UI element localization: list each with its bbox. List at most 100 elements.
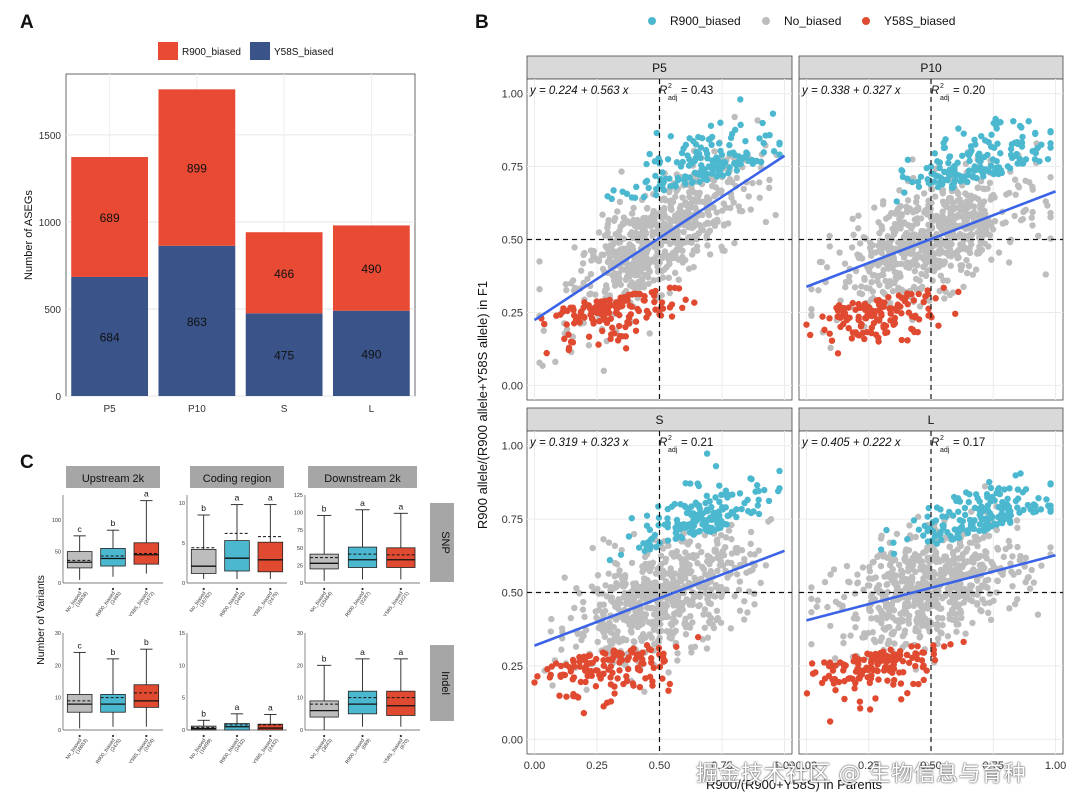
point-no-biased <box>741 597 748 605</box>
point-no-biased <box>666 634 673 641</box>
point-no-biased <box>641 553 649 561</box>
point-no-biased <box>934 635 942 642</box>
point-no-biased <box>661 583 668 591</box>
bar-label-y58s-P5: 684 <box>100 330 120 344</box>
point-no-biased <box>639 563 646 570</box>
point-r900-biased <box>728 508 736 516</box>
facet-ytick-label: 0.75 <box>502 162 523 174</box>
point-no-biased <box>757 579 764 587</box>
point-r900-biased <box>716 498 723 506</box>
point-no-biased <box>630 638 637 645</box>
point-y58s-biased <box>896 669 903 676</box>
point-no-biased <box>845 273 853 280</box>
point-no-biased <box>661 204 668 212</box>
point-no-biased <box>983 221 990 228</box>
point-no-biased <box>639 592 647 599</box>
point-r900-biased <box>1005 503 1013 511</box>
point-no-biased <box>909 156 916 163</box>
point-r900-biased <box>1007 519 1014 526</box>
point-no-biased <box>862 235 869 242</box>
point-y58s-biased <box>559 671 567 678</box>
point-no-biased <box>944 277 951 284</box>
point-no-biased <box>874 277 881 285</box>
point-y58s-biased <box>621 295 629 302</box>
point-y58s-biased <box>642 675 649 682</box>
point-no-biased <box>827 571 834 578</box>
point-y58s-biased <box>567 304 574 311</box>
point-y58s-biased <box>636 667 644 674</box>
point-y58s-biased <box>846 674 854 682</box>
point-no-biased <box>943 200 950 207</box>
point-no-biased <box>808 286 815 293</box>
point-no-biased <box>886 638 893 646</box>
r2-subscript: adj <box>668 447 678 454</box>
point-r900-biased <box>606 556 614 564</box>
point-r900-biased <box>682 180 689 187</box>
point-r900-biased <box>703 492 711 500</box>
point-y58s-biased <box>652 306 659 313</box>
point-r900-biased <box>664 505 671 513</box>
point-no-biased <box>668 217 675 224</box>
point-no-biased <box>741 555 748 563</box>
point-r900-biased <box>737 121 744 129</box>
point-r900-biased <box>989 156 997 163</box>
point-no-biased <box>888 254 895 262</box>
point-no-biased <box>870 636 878 643</box>
facet-points <box>803 470 1054 725</box>
point-no-biased <box>905 616 912 623</box>
point-no-biased <box>994 577 1001 584</box>
point-r900-biased <box>610 187 617 194</box>
point-y58s-biased <box>602 297 609 305</box>
point-no-biased <box>615 605 622 613</box>
point-no-biased <box>980 583 988 590</box>
point-r900-biased <box>655 522 662 529</box>
point-r900-biased <box>702 499 709 507</box>
point-r900-biased <box>762 132 769 139</box>
point-no-biased <box>856 289 863 297</box>
point-no-biased <box>958 554 966 561</box>
point-no-biased <box>969 539 976 546</box>
point-no-biased <box>718 243 725 251</box>
point-no-biased <box>649 232 656 240</box>
point-no-biased <box>808 608 815 616</box>
point-r900-biased <box>946 166 953 174</box>
point-no-biased <box>1010 571 1017 578</box>
point-no-biased <box>917 564 925 572</box>
point-y58s-biased <box>570 690 577 698</box>
point-no-biased <box>577 267 585 274</box>
point-no-biased <box>904 197 912 204</box>
point-no-biased <box>985 532 993 540</box>
point-no-biased <box>883 572 891 579</box>
point-y58s-biased <box>584 672 591 680</box>
point-no-biased <box>563 286 570 294</box>
point-no-biased <box>661 612 668 620</box>
point-no-biased <box>719 207 726 214</box>
point-r900-biased <box>659 169 666 176</box>
r2-subscript: adj <box>668 95 678 102</box>
point-no-biased <box>641 688 648 695</box>
column-strip-title: Coding region <box>203 473 272 485</box>
point-no-biased <box>1014 182 1022 189</box>
box-tick-dot <box>202 734 205 738</box>
point-r900-biased <box>653 543 660 551</box>
point-no-biased <box>946 615 953 622</box>
point-r900-biased <box>703 450 711 457</box>
point-r900-biased <box>987 484 995 492</box>
point-no-biased <box>839 602 846 610</box>
point-r900-biased <box>978 132 985 140</box>
point-y58s-biased <box>607 663 615 670</box>
point-no-biased <box>962 559 969 566</box>
point-no-biased <box>917 215 925 222</box>
point-no-biased <box>765 518 772 525</box>
point-no-biased <box>720 222 728 229</box>
point-no-biased <box>895 624 902 631</box>
facet-title: S <box>655 413 663 427</box>
box-ytick-label: 0 <box>58 728 61 734</box>
point-y58s-biased <box>534 673 541 680</box>
point-no-biased <box>669 198 677 205</box>
point-y58s-biased <box>808 660 816 667</box>
point-no-biased <box>605 570 612 577</box>
point-y58s-biased <box>935 322 942 329</box>
point-y58s-biased <box>856 705 864 712</box>
point-no-biased <box>974 184 981 192</box>
